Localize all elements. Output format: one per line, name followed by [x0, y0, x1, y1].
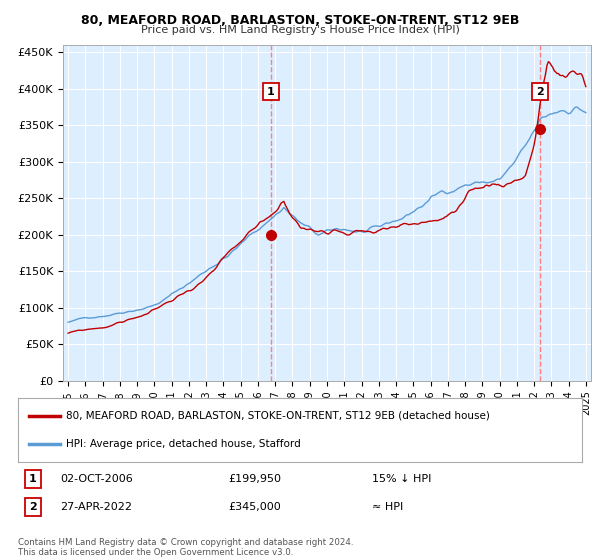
Text: 1: 1 — [29, 474, 37, 484]
Text: ≈ HPI: ≈ HPI — [372, 502, 403, 512]
Text: 80, MEAFORD ROAD, BARLASTON, STOKE-ON-TRENT, ST12 9EB (detached house): 80, MEAFORD ROAD, BARLASTON, STOKE-ON-TR… — [66, 410, 490, 421]
Text: 2: 2 — [29, 502, 37, 512]
Text: Price paid vs. HM Land Registry's House Price Index (HPI): Price paid vs. HM Land Registry's House … — [140, 25, 460, 35]
Text: £345,000: £345,000 — [228, 502, 281, 512]
Text: 02-OCT-2006: 02-OCT-2006 — [60, 474, 133, 484]
Text: 80, MEAFORD ROAD, BARLASTON, STOKE-ON-TRENT, ST12 9EB: 80, MEAFORD ROAD, BARLASTON, STOKE-ON-TR… — [81, 14, 519, 27]
Text: 2: 2 — [536, 87, 544, 96]
Text: 15% ↓ HPI: 15% ↓ HPI — [372, 474, 431, 484]
Text: £199,950: £199,950 — [228, 474, 281, 484]
Text: HPI: Average price, detached house, Stafford: HPI: Average price, detached house, Staf… — [66, 439, 301, 449]
Text: Contains HM Land Registry data © Crown copyright and database right 2024.
This d: Contains HM Land Registry data © Crown c… — [18, 538, 353, 557]
Text: 1: 1 — [267, 87, 275, 96]
Text: 27-APR-2022: 27-APR-2022 — [60, 502, 132, 512]
